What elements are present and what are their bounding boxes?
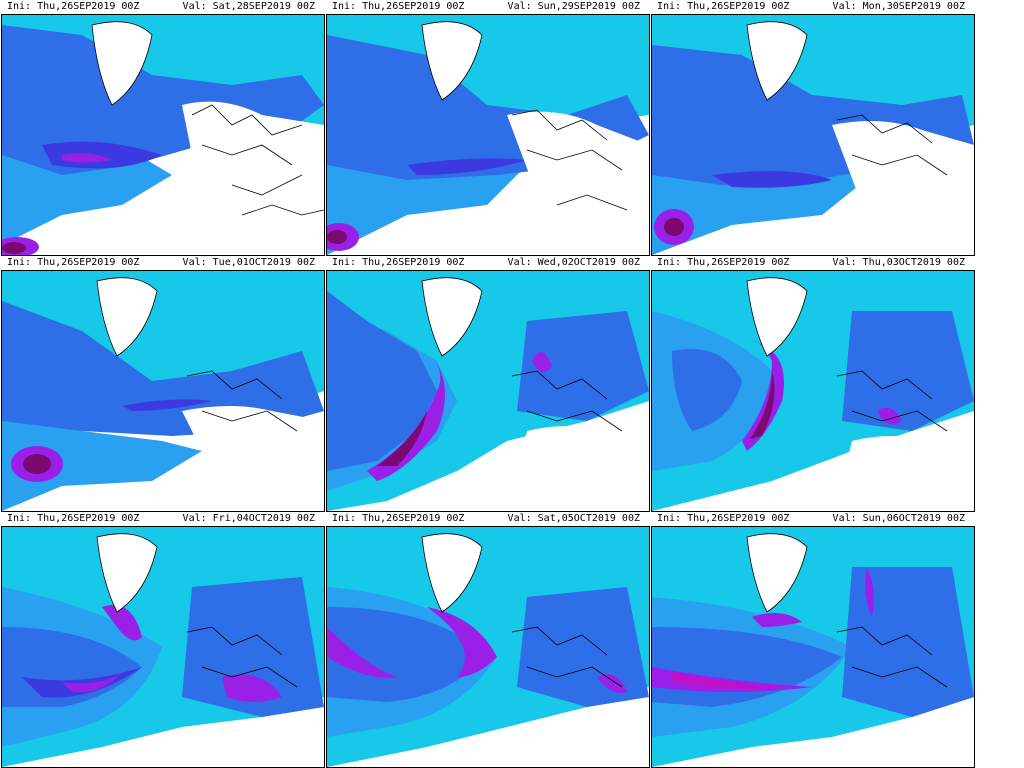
valid-time-label: Val: Sun,29SEP2019 00Z (507, 1, 640, 12)
init-time-label: Ini: Thu,26SEP2019 00Z (7, 257, 140, 268)
valid-time-label: Val: Sun,06OCT2019 00Z (832, 513, 965, 524)
panel-header: Ini: Thu,26SEP2019 00Z Val: Wed,02OCT201… (326, 256, 650, 270)
valid-time-label: Val: Sat,05OCT2019 00Z (507, 513, 640, 524)
forecast-map (1, 270, 325, 512)
map-panel-9: Ini: Thu,26SEP2019 00Z Val: Sun,06OCT201… (651, 512, 975, 768)
init-time-label: Ini: Thu,26SEP2019 00Z (657, 513, 790, 524)
valid-time-label: Val: Sat,28SEP2019 00Z (182, 1, 315, 12)
forecast-map (1, 14, 325, 256)
forecast-map (326, 270, 650, 512)
valid-time-label: Val: Tue,01OCT2019 00Z (182, 257, 315, 268)
panel-header: Ini: Thu,26SEP2019 00Z Val: Fri,04OCT201… (1, 512, 325, 526)
init-time-label: Ini: Thu,26SEP2019 00Z (657, 1, 790, 12)
init-time-label: Ini: Thu,26SEP2019 00Z (332, 1, 465, 12)
valid-time-label: Val: Thu,03OCT2019 00Z (832, 257, 965, 268)
init-time-label: Ini: Thu,26SEP2019 00Z (7, 513, 140, 524)
map-panel-5: Ini: Thu,26SEP2019 00Z Val: Wed,02OCT201… (326, 256, 650, 512)
init-time-label: Ini: Thu,26SEP2019 00Z (657, 257, 790, 268)
panel-header: Ini: Thu,26SEP2019 00Z Val: Tue,01OCT201… (1, 256, 325, 270)
forecast-map (326, 14, 650, 256)
valid-time-label: Val: Mon,30SEP2019 00Z (832, 1, 965, 12)
init-time-label: Ini: Thu,26SEP2019 00Z (7, 1, 140, 12)
forecast-map (1, 526, 325, 768)
panel-header: Ini: Thu,26SEP2019 00Z Val: Sat,05OCT201… (326, 512, 650, 526)
panel-header: Ini: Thu,26SEP2019 00Z Val: Sun,06OCT201… (651, 512, 975, 526)
panel-header: Ini: Thu,26SEP2019 00Z Val: Sun,29SEP201… (326, 0, 650, 14)
valid-time-label: Val: Wed,02OCT2019 00Z (507, 257, 640, 268)
panel-header: Ini: Thu,26SEP2019 00Z Val: Thu,03OCT201… (651, 256, 975, 270)
forecast-map (651, 14, 975, 256)
map-panel-4: Ini: Thu,26SEP2019 00Z Val: Tue,01OCT201… (1, 256, 325, 512)
map-panel-8: Ini: Thu,26SEP2019 00Z Val: Sat,05OCT201… (326, 512, 650, 768)
init-time-label: Ini: Thu,26SEP2019 00Z (332, 513, 465, 524)
map-panel-7: Ini: Thu,26SEP2019 00Z Val: Fri,04OCT201… (1, 512, 325, 768)
init-time-label: Ini: Thu,26SEP2019 00Z (332, 257, 465, 268)
map-panel-6: Ini: Thu,26SEP2019 00Z Val: Thu,03OCT201… (651, 256, 975, 512)
forecast-map (651, 270, 975, 512)
forecast-map (326, 526, 650, 768)
valid-time-label: Val: Fri,04OCT2019 00Z (182, 513, 315, 524)
map-panel-1: Ini: Thu,26SEP2019 00Z Val: Sat,28SEP201… (1, 0, 325, 256)
panel-header: Ini: Thu,26SEP2019 00Z Val: Mon,30SEP201… (651, 0, 975, 14)
forecast-map (651, 526, 975, 768)
map-panel-2: Ini: Thu,26SEP2019 00Z Val: Sun,29SEP201… (326, 0, 650, 256)
map-panel-3: Ini: Thu,26SEP2019 00Z Val: Mon,30SEP201… (651, 0, 975, 256)
panel-header: Ini: Thu,26SEP2019 00Z Val: Sat,28SEP201… (1, 0, 325, 14)
